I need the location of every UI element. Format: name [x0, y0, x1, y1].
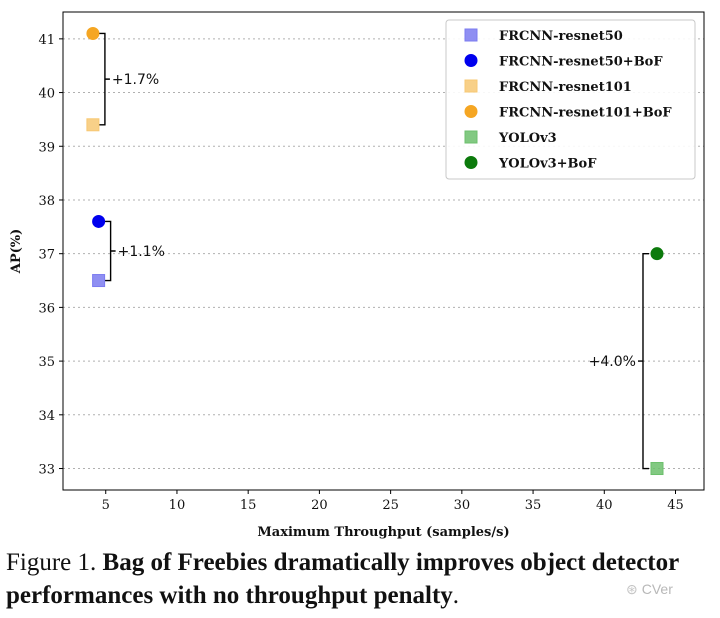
legend-box	[445, 19, 696, 180]
y-tick-label: 33	[38, 463, 55, 478]
legend-label: FRCNN-resnet101+BoF	[499, 106, 672, 121]
wechat-logo-icon: ⊛	[626, 580, 638, 597]
x-tick-label: 15	[240, 498, 257, 513]
x-tick-label: 25	[382, 498, 399, 513]
legend-label: YOLOv3+BoF	[498, 157, 597, 172]
data-point	[650, 462, 664, 476]
x-tick-label: 40	[596, 498, 613, 513]
x-axis-label: Maximum Throughput (samples/s)	[257, 525, 509, 540]
legend: FRCNN-resnet50 FRCNN-resnet50+BoF FRCNN-re…	[445, 19, 696, 180]
annotation-bracket	[104, 220, 116, 282]
x-tick-label: 5	[102, 498, 110, 513]
y-tick-label: 36	[38, 301, 55, 316]
improvement-annotations: +1.7% +1.1% +4.0%	[98, 32, 649, 470]
x-tick-label: 45	[667, 498, 684, 513]
legend-marker	[464, 156, 478, 169]
caption-label: Figure 1.	[6, 549, 97, 576]
legend-marker	[464, 130, 478, 144]
y-tick-label: 35	[38, 355, 55, 370]
x-tick-label: 10	[169, 498, 186, 513]
legend-label: FRCNN-resnet50	[499, 29, 623, 44]
x-tick-label: 20	[311, 498, 328, 513]
watermark: ⊛ CVer	[626, 578, 708, 600]
y-tick-label: 34	[38, 409, 55, 424]
gridlines	[63, 38, 704, 470]
data-point	[86, 118, 100, 132]
watermark-text: CVer	[641, 581, 673, 597]
legend-marker	[464, 54, 478, 67]
y-axis-ticks: 33 34 35 36 37 38 39 40 41	[38, 33, 63, 478]
legend-label: YOLOv3	[498, 131, 557, 146]
data-point	[86, 26, 100, 40]
caption-end: .	[452, 582, 460, 609]
y-tick-label: 39	[38, 140, 55, 155]
plot-frame	[62, 11, 705, 491]
x-tick-label: 35	[525, 498, 542, 513]
figure-caption: Figure 1. Bag of Freebies dramatically i…	[6, 546, 718, 612]
chart: 33 34 35 36 37 38 39 40 41 5 10 15 20 25 30 35 40 45 +1.…	[9, 11, 705, 540]
annotation-bracket	[637, 252, 649, 470]
legend-marker	[464, 105, 478, 118]
data-point	[92, 214, 106, 228]
legend-marker	[464, 79, 478, 93]
data-point	[650, 247, 664, 261]
data-point	[92, 274, 106, 288]
annotation-label: +4.0%	[589, 354, 636, 370]
annotation-bracket	[98, 32, 110, 126]
data-points	[86, 26, 664, 476]
legend-label: FRCNN-resnet101	[499, 80, 632, 95]
annotation-label: +1.1%	[118, 244, 165, 260]
y-tick-label: 40	[38, 87, 55, 102]
y-tick-label: 37	[38, 248, 55, 263]
legend-marker	[464, 28, 478, 42]
y-tick-label: 41	[38, 33, 55, 48]
legend-label: FRCNN-resnet50+BoF	[499, 55, 663, 70]
y-tick-label: 38	[38, 194, 55, 209]
caption-text: Bag of Freebies dramatically improves ob…	[6, 549, 679, 609]
annotation-label: +1.7%	[112, 72, 159, 88]
x-tick-label: 30	[454, 498, 471, 513]
y-axis-label: AP(%)	[9, 229, 24, 275]
x-axis-ticks: 5 10 15 20 25 30 35 40 45	[102, 490, 684, 513]
